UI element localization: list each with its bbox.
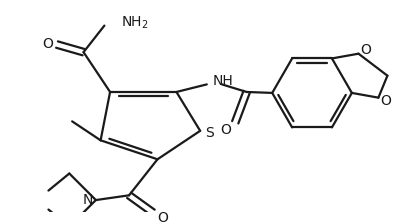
Text: O: O [156,211,167,224]
Text: NH$_2$: NH$_2$ [121,15,149,31]
Text: N: N [83,193,93,207]
Text: O: O [360,43,371,57]
Text: O: O [379,95,390,108]
Text: S: S [205,126,213,140]
Text: O: O [42,37,53,51]
Text: NH: NH [212,74,232,88]
Text: O: O [220,123,230,137]
